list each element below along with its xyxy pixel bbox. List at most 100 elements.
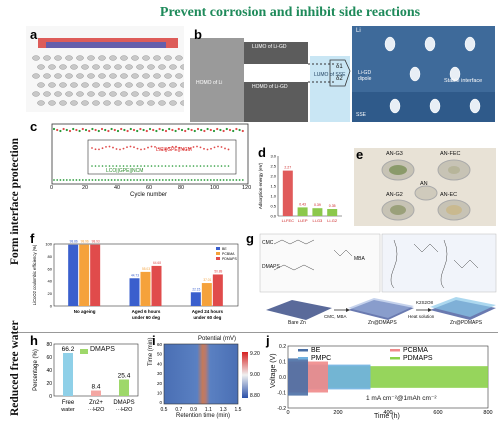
h-category: Zn2+ (89, 400, 103, 406)
f-ylabel: LiCoO2 coulombic efficiency (%) (32, 244, 37, 305)
vial-label-2: AN-FEC (440, 151, 461, 157)
i-xtick: 0.9 (190, 407, 197, 413)
f-bar (79, 244, 90, 306)
i-xtick: 0.5 (161, 407, 168, 413)
panel-j: j 0 200 400 600 800 -0.2 -0.1 0.0 0.1 0.2 BE PCBMA P… (262, 334, 498, 421)
c-xtick: 120 (242, 185, 252, 191)
panel-h: h 0 20 40 60 80 66.2 Free water 8.4 Zn2+ ···H2O 25.… (30, 334, 142, 421)
f-bar (190, 292, 201, 306)
panel-d: d 0.0 0.5 1.0 1.5 2.0 2.5 3.0 2.27 Li-FEC 0.43 Li-… (256, 146, 346, 228)
panel-e: e AN-G3 AN-FEC AN AN-G2 AN-EC (354, 148, 496, 226)
h-legend: DMAPS (90, 346, 115, 353)
c-xtick: 60 (146, 185, 153, 191)
panel-letter-b: b (194, 27, 202, 42)
i-ytick: 40 (157, 361, 163, 366)
f-ytick: 80 (48, 254, 53, 259)
synthesis-schematic (259, 233, 497, 320)
label-lumo-li-gd: LUMO of Li-GD (252, 44, 287, 50)
panel-letter-g: g (246, 231, 254, 246)
h-bar-value: 25.4 (118, 372, 131, 379)
d-ytick: 0.0 (270, 214, 276, 219)
i-colorbar-tick: 9.00 (250, 372, 260, 378)
g-label-cmc-mba: CMC, MBA (324, 314, 347, 319)
h-ytick: 60 (46, 355, 52, 361)
h-category: ···H2O (88, 407, 106, 413)
label-lumo-sse: LUMO of SSE (314, 72, 346, 78)
g-label-dmaps: DMAPS (262, 264, 280, 270)
j-series-band (288, 358, 308, 396)
d-bar (282, 170, 293, 216)
i-xtick: 0.7 (175, 407, 182, 413)
f-category: under 60 deg (193, 315, 221, 320)
label-homo-li: HOMO of Li (196, 80, 223, 86)
j-legend-item: PDMAPS (403, 355, 433, 362)
h-bar (119, 379, 129, 396)
d-category: Li-G3 (313, 218, 324, 223)
c-xtick: 40 (114, 185, 121, 191)
d-bar (312, 208, 323, 216)
g-label-k2s2o8: K2S2O8 (416, 300, 434, 305)
d-bar-value: 0.39 (314, 203, 321, 207)
f-bar (129, 278, 140, 306)
water-percentage-bar-chart: 02040608066.2Freewater8.4Zn2+···H2O25.4D… (33, 342, 139, 413)
panel-b: b LUMO of Li-GD HOMO of Li LUMO of SSE H… (190, 26, 495, 122)
j-legend-item: PMPC (311, 355, 331, 362)
adsorption-bar-chart: 0.0 0.5 1.0 1.5 2.0 2.5 3.0 2.27 Li-FEC 0.43 Li-EP… (258, 154, 342, 223)
h-category: water (60, 407, 75, 413)
label-sse: SSE (356, 112, 367, 118)
g-label-heat: Heat solution (408, 314, 435, 319)
g-label-zn-pdmaps: Zn@PDMAPS (450, 320, 483, 326)
i-xlabel: Retention time (min) (176, 413, 231, 419)
j-ytick: 0.0 (279, 375, 286, 381)
f-legend-item: PCBMA (222, 252, 235, 256)
panel-letter-c: c (30, 120, 38, 134)
inset-top-label: LiCl||GPE||NCM (156, 147, 192, 153)
f-bar-value: 64.68 (153, 261, 161, 265)
c-xlabel: Cycle number (130, 192, 168, 198)
f-legend-item: BE (222, 247, 227, 251)
f-category: No ageing (74, 309, 96, 314)
voltage-time-chart: 0 200 400 600 800 -0.2 -0.1 0.0 0.1 0.2 BE PCBMA PMP… (277, 344, 492, 416)
f-ytick: 60 (48, 266, 53, 271)
vial-label-3: AN (420, 181, 428, 187)
panel-letter-d: d (258, 146, 266, 160)
panel-letter-e: e (356, 148, 364, 162)
h-ylabel: Percentage (%) (33, 349, 39, 391)
i-colorbar-tick: 8.80 (250, 393, 260, 399)
d-ytick: 2.5 (270, 164, 276, 169)
g-label-mba: MBA (354, 256, 365, 262)
d-category: Li-EP (298, 218, 308, 223)
panel-c: c LiCl||GPE||NCM LCO||GPE||NCM 0 20 40 60 80… (26, 120, 254, 200)
figure-title: Prevent corrosion and inhibit side react… (159, 5, 421, 20)
i-xtick: 1.3 (220, 407, 227, 413)
potential-heatmap: 0.5 0.7 0.9 1.1 1.3 1.5 60 50 40 30 20 10 0 9.20 9.00 8… (157, 342, 260, 413)
g-label-zn-dmaps: Zn@DMAPS (368, 320, 397, 326)
label-delta2: δ2 (336, 76, 343, 82)
i-ytick: 30 (157, 371, 163, 376)
i-ytick: 50 (157, 352, 163, 357)
i-colorbar-title: Potential (mV) (198, 336, 237, 342)
energy-level-diagram (190, 26, 495, 122)
g-label-cmc: CMC (262, 240, 274, 246)
j-condition: 1 mA cm⁻²@1mAh cm⁻² (366, 395, 437, 402)
inset-bottom-label: LCO||GPE||NCM (106, 168, 144, 174)
i-ytick: 10 (157, 391, 163, 396)
vial-photo (354, 148, 496, 226)
label-stable-interface: Stable interface (444, 78, 483, 84)
h-ytick: 20 (46, 381, 52, 387)
j-xtick: 600 (433, 410, 442, 416)
f-bar-value: 50.88 (214, 269, 222, 273)
g-label-bare-zn: Bare Zn (288, 320, 306, 326)
f-bar-value: 44.73 (131, 273, 139, 277)
f-bar-value: 98.86 (70, 240, 78, 244)
h-ytick: 80 (46, 342, 52, 348)
j-ytick: -0.2 (277, 406, 286, 412)
i-xtick: 1.5 (235, 407, 242, 413)
h-bar-value: 8.4 (91, 384, 100, 391)
j-legend-item: BE (311, 347, 321, 354)
j-xtick: 200 (333, 410, 342, 416)
f-bar (140, 271, 151, 306)
h-category: ···H2O (116, 407, 134, 413)
f-bar (90, 244, 101, 306)
f-bar-value: 22.15 (192, 287, 200, 291)
